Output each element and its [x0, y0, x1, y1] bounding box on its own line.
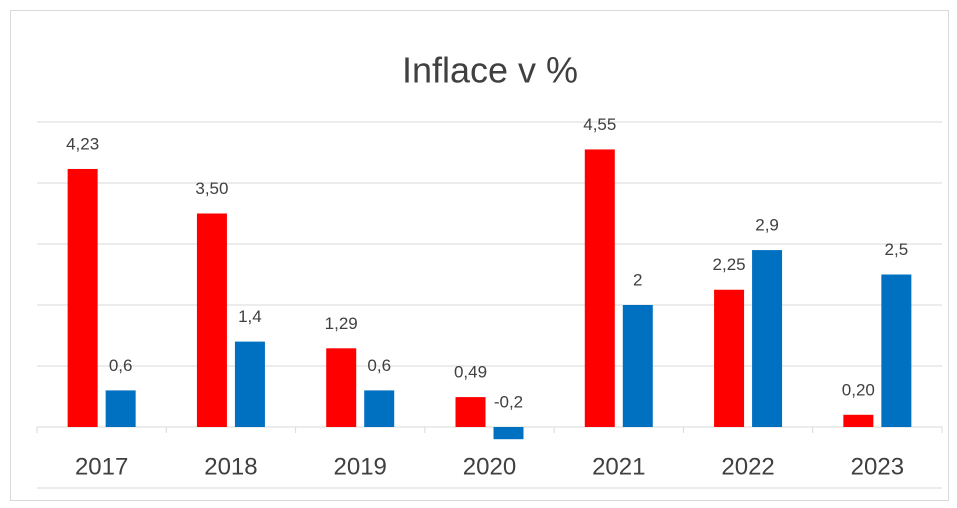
bar — [105, 390, 136, 427]
bar — [455, 397, 486, 427]
bar — [584, 149, 615, 427]
bar — [714, 289, 745, 427]
data-label: -0,2 — [494, 392, 523, 411]
bar — [196, 213, 227, 427]
bar — [843, 414, 874, 427]
bar — [364, 390, 395, 427]
x-tick-label: 2018 — [204, 453, 257, 480]
x-tick-label: 2021 — [592, 453, 645, 480]
x-tick-label: 2019 — [334, 453, 387, 480]
data-label: 4,23 — [66, 134, 99, 153]
data-label: 2,25 — [713, 255, 746, 274]
bar — [234, 341, 265, 427]
data-label: 0,49 — [454, 363, 487, 382]
x-tick-label: 2023 — [851, 453, 904, 480]
chart-title: Inflace v % — [402, 50, 578, 91]
data-label: 0,6 — [109, 356, 133, 375]
bar — [622, 305, 653, 427]
data-label: 0,20 — [842, 380, 875, 399]
data-label: 2 — [633, 270, 642, 289]
data-label: 2,5 — [885, 240, 909, 259]
data-label: 1,4 — [238, 307, 262, 326]
x-tick-label: 2022 — [721, 453, 774, 480]
bar — [326, 348, 357, 427]
bar — [493, 427, 524, 440]
data-label: 4,55 — [583, 115, 616, 134]
x-tick-label: 2020 — [463, 453, 516, 480]
bar — [67, 168, 98, 427]
data-label: 0,6 — [367, 356, 391, 375]
data-label: 2,9 — [755, 216, 779, 235]
bar — [881, 274, 912, 427]
x-tick-label: 2017 — [75, 453, 128, 480]
data-label: 3,50 — [195, 179, 228, 198]
bar — [752, 250, 783, 427]
data-label: 1,29 — [325, 314, 358, 333]
